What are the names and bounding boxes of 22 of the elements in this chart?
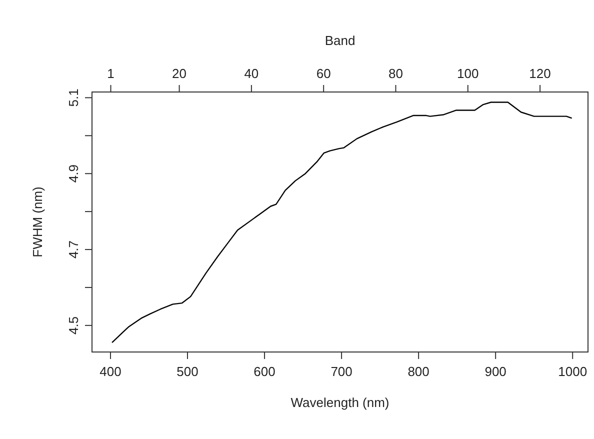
x-tick-label: 500 (176, 364, 198, 379)
x2-tick-label: 100 (457, 66, 479, 81)
x2-tick-label: 20 (172, 66, 187, 81)
x-axis-title: Wavelength (nm) (290, 395, 390, 410)
x2-tick-label: 1 (107, 66, 114, 81)
x-tick-label: 900 (484, 364, 506, 379)
y-tick-label: 5.1 (66, 88, 81, 107)
y-tick-label: 4.7 (66, 240, 81, 259)
x2-axis-title: Band (324, 33, 356, 48)
x-tick-label: 1000 (558, 364, 588, 379)
x2-tick-label: 120 (529, 66, 551, 81)
y-tick-label: 4.5 (66, 316, 81, 334)
x-tick-label: 600 (254, 364, 276, 379)
x-tick-label: 700 (330, 364, 352, 379)
x2-tick-label: 60 (316, 66, 331, 81)
x2-tick-label: 80 (388, 66, 403, 81)
line-series (111, 102, 572, 344)
x-tick-label: 400 (100, 364, 122, 379)
y-tick-label: 4.9 (66, 164, 81, 183)
x2-tick-label: 40 (244, 66, 259, 81)
x-tick-label: 800 (408, 364, 430, 379)
y-axis-title: FWHM (nm) (30, 186, 45, 258)
